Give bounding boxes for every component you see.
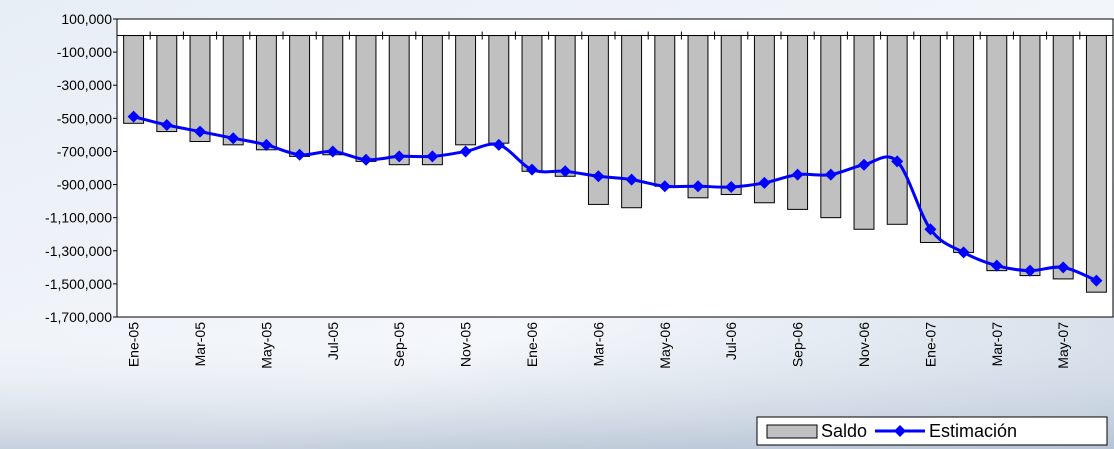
marker <box>891 155 904 168</box>
marker <box>1024 264 1036 277</box>
y-tick-label: -900,000 <box>57 177 112 193</box>
bar <box>488 35 510 144</box>
marker <box>658 180 671 193</box>
marker <box>127 110 140 123</box>
y-tick-label: 100,000 <box>61 11 112 27</box>
y-tick-label: -100,000 <box>57 44 112 60</box>
marker <box>492 138 505 151</box>
marker <box>1057 261 1070 274</box>
y-tick-label: -1,100,000 <box>45 210 112 226</box>
bar <box>521 35 543 172</box>
marker <box>526 163 538 176</box>
marker <box>194 125 206 138</box>
marker <box>426 150 439 163</box>
bar <box>554 35 576 177</box>
bar <box>455 35 477 146</box>
bar <box>687 35 709 199</box>
marker <box>559 165 572 178</box>
bar <box>355 35 377 162</box>
bar <box>255 35 277 151</box>
bar <box>953 35 975 253</box>
legend-marker <box>894 425 906 437</box>
y-tick-label: -700,000 <box>57 143 112 159</box>
marker <box>459 145 472 158</box>
marker <box>360 153 372 166</box>
bar <box>222 35 244 146</box>
x-tick-label: Sep-06 <box>790 322 806 367</box>
bar <box>886 35 908 225</box>
marker <box>160 118 173 131</box>
bar <box>1085 35 1107 293</box>
x-tick-label: Mar-05 <box>192 322 208 367</box>
legend: Saldo Estimación <box>756 416 1108 446</box>
marker <box>260 138 273 151</box>
x-tick-label: Ene-06 <box>524 322 540 367</box>
bar <box>820 35 842 219</box>
marker <box>858 158 870 171</box>
x-tick-label: Nov-06 <box>856 322 872 367</box>
x-tick-label: Mar-06 <box>590 322 606 367</box>
x-tick-label: Jul-06 <box>723 322 739 360</box>
bar <box>388 35 410 166</box>
bar <box>156 35 178 133</box>
bar <box>289 35 311 157</box>
y-tick-label: -300,000 <box>57 77 112 93</box>
legend-swatch <box>766 424 818 439</box>
bar <box>1052 35 1074 280</box>
bar <box>919 35 941 243</box>
x-tick-label: Sep-05 <box>391 322 407 367</box>
x-tick-label: Ene-05 <box>126 322 142 367</box>
marker <box>625 173 638 186</box>
bar <box>654 35 676 187</box>
x-tick-label: May-06 <box>657 322 673 369</box>
marker <box>957 246 970 259</box>
marker <box>393 150 406 163</box>
marker <box>758 176 771 189</box>
x-tick-label: Ene-07 <box>922 322 938 367</box>
legend-label: Estimación <box>929 421 1017 441</box>
y-tick-label: -1,300,000 <box>45 243 112 259</box>
marker <box>791 168 804 181</box>
plot-area <box>116 18 1114 318</box>
y-tick-label: -500,000 <box>57 110 112 126</box>
bar <box>421 35 443 166</box>
x-tick-label: Nov-05 <box>458 322 474 367</box>
legend-label: Saldo <box>821 421 867 441</box>
bar <box>787 35 809 210</box>
bar <box>986 35 1008 272</box>
x-tick-label: May-07 <box>1055 322 1071 369</box>
x-tick-label: Mar-07 <box>989 322 1005 367</box>
x-tick-label: Jul-05 <box>325 322 341 360</box>
bar <box>322 35 344 156</box>
marker <box>824 168 837 181</box>
marker <box>326 145 339 158</box>
bar <box>720 35 742 195</box>
marker <box>227 132 240 145</box>
marker <box>293 148 306 161</box>
marker <box>990 259 1003 272</box>
bar <box>123 35 145 124</box>
y-tick-label: -1,500,000 <box>45 276 112 292</box>
marker <box>592 170 605 183</box>
marker <box>924 223 937 236</box>
marker <box>725 181 738 194</box>
x-tick-label: May-05 <box>258 322 274 369</box>
marker <box>692 180 704 193</box>
bar <box>1019 35 1041 277</box>
marker <box>1090 274 1103 287</box>
y-tick-label: -1,700,000 <box>45 309 112 325</box>
bar <box>853 35 875 230</box>
